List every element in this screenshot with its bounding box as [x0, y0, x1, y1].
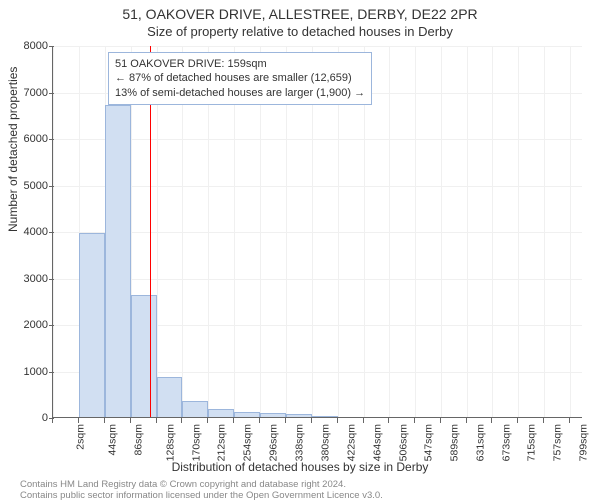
x-tick-label: 380sqm: [319, 424, 331, 461]
y-tick-label: 7000: [2, 87, 48, 99]
x-tick-label: 128sqm: [164, 424, 176, 461]
histogram-bar: [105, 105, 131, 417]
x-tick-label: 170sqm: [190, 424, 202, 461]
x-tick-label: 422sqm: [345, 424, 357, 461]
y-tick-label: 3000: [2, 273, 48, 285]
x-tick-label: 715sqm: [526, 424, 538, 461]
histogram-bar: [286, 414, 312, 417]
footer-copyright-1: Contains HM Land Registry data © Crown c…: [20, 479, 346, 490]
histogram-bar: [157, 377, 183, 417]
y-tick-label: 5000: [2, 180, 48, 192]
y-tick-label: 0: [2, 412, 48, 424]
histogram-bar: [79, 233, 105, 417]
annotation-line-3: 13% of semi-detached houses are larger (…: [115, 86, 365, 100]
x-tick-label: 757sqm: [552, 424, 564, 461]
x-tick-label: 212sqm: [216, 424, 228, 461]
x-axis-label: Distribution of detached houses by size …: [0, 460, 600, 474]
annotation-line-2: ← 87% of detached houses are smaller (12…: [115, 71, 365, 85]
y-tick-label: 2000: [2, 319, 48, 331]
x-tick-label: 631sqm: [474, 424, 486, 461]
annotation-line-1: 51 OAKOVER DRIVE: 159sqm: [115, 57, 365, 71]
histogram-bar: [312, 416, 338, 417]
x-tick-label: 589sqm: [448, 424, 460, 461]
x-tick-label: 506sqm: [397, 424, 409, 461]
histogram-bar: [131, 295, 157, 417]
footer-copyright-2: Contains public sector information licen…: [20, 490, 383, 501]
annotation-box: 51 OAKOVER DRIVE: 159sqm ← 87% of detach…: [108, 52, 372, 105]
histogram-bar: [182, 401, 208, 417]
x-tick-label: 464sqm: [371, 424, 383, 461]
chart-title-address: 51, OAKOVER DRIVE, ALLESTREE, DERBY, DE2…: [0, 6, 600, 22]
x-tick-label: 44sqm: [106, 424, 118, 456]
y-tick-label: 1000: [2, 366, 48, 378]
x-tick-label: 338sqm: [293, 424, 305, 461]
chart-subtitle: Size of property relative to detached ho…: [0, 24, 600, 39]
x-tick-label: 547sqm: [422, 424, 434, 461]
y-tick-label: 8000: [2, 40, 48, 52]
property-size-histogram: 51, OAKOVER DRIVE, ALLESTREE, DERBY, DE2…: [0, 0, 600, 500]
x-tick-label: 86sqm: [132, 424, 144, 456]
x-tick-label: 799sqm: [578, 424, 590, 461]
histogram-bar: [208, 409, 234, 417]
y-tick-label: 6000: [2, 133, 48, 145]
x-tick-label: 296sqm: [268, 424, 280, 461]
x-tick-label: 673sqm: [500, 424, 512, 461]
y-tick-label: 4000: [2, 226, 48, 238]
x-tick-label: 2sqm: [75, 424, 87, 450]
histogram-bar: [234, 412, 260, 417]
x-tick-label: 254sqm: [242, 424, 254, 461]
histogram-bar: [260, 413, 286, 417]
